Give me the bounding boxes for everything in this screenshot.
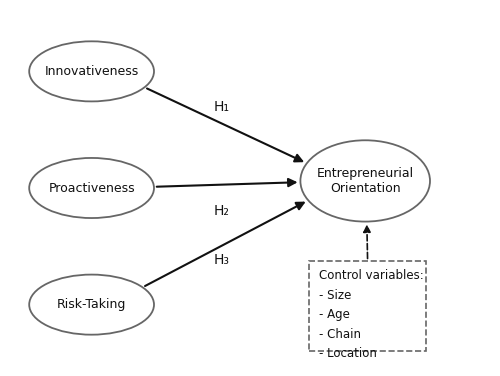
FancyBboxPatch shape xyxy=(309,261,426,352)
Text: H₃: H₃ xyxy=(213,253,229,267)
Text: Control variables:
- Size
- Age
- Chain
- Location: Control variables: - Size - Age - Chain … xyxy=(320,269,424,360)
Ellipse shape xyxy=(29,41,154,102)
Text: Innovativeness: Innovativeness xyxy=(44,65,138,78)
Ellipse shape xyxy=(29,158,154,218)
Ellipse shape xyxy=(300,140,430,221)
Text: Proactiveness: Proactiveness xyxy=(48,182,135,194)
Text: H₁: H₁ xyxy=(213,100,229,114)
Text: H₂: H₂ xyxy=(214,204,229,218)
Ellipse shape xyxy=(29,274,154,335)
Text: Risk-Taking: Risk-Taking xyxy=(57,298,126,311)
Text: Entrepreneurial
Orientation: Entrepreneurial Orientation xyxy=(316,167,414,195)
